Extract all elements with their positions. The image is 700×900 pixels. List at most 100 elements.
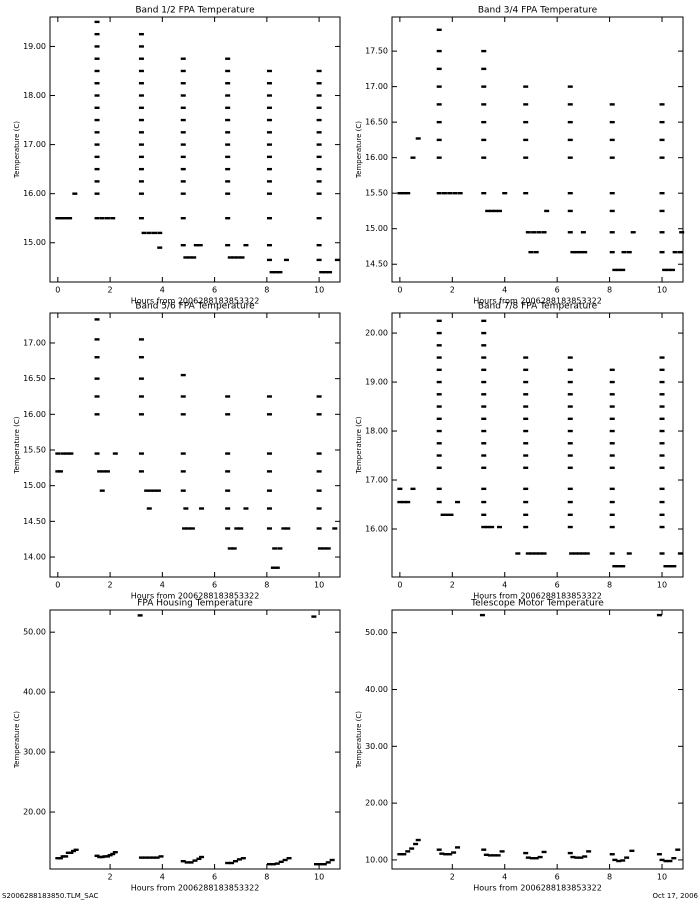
data-point [180, 131, 186, 134]
data-point [612, 858, 618, 862]
data-point [316, 507, 322, 510]
y-tick-label: 17.00 [23, 140, 46, 149]
data-point [138, 155, 144, 159]
data-point [491, 854, 497, 857]
data-point [110, 217, 116, 220]
data-point [574, 250, 580, 254]
y-tick-label: 15.00 [23, 238, 46, 247]
data-point [270, 566, 276, 569]
data-point [316, 192, 322, 195]
data-point [541, 850, 547, 854]
data-point [397, 487, 403, 491]
data-point [609, 466, 615, 469]
data-point [659, 500, 665, 504]
data-point [436, 319, 442, 323]
data-point [316, 155, 322, 159]
data-point [612, 565, 618, 568]
data-point [415, 137, 421, 140]
y-tick-label: 17.50 [365, 47, 388, 56]
data-point [401, 500, 407, 504]
data-point [282, 858, 288, 862]
data-point [616, 565, 622, 568]
data-point [138, 106, 144, 109]
y-tick-label: 18.00 [23, 91, 46, 100]
data-point [227, 256, 233, 259]
data-point [266, 69, 272, 73]
data-point [97, 470, 103, 473]
x-tick-label: 6 [555, 581, 560, 590]
data-point [447, 853, 453, 856]
data-point [436, 380, 442, 384]
y-axis-label: Temperature (C) [355, 416, 363, 474]
data-point [496, 209, 502, 213]
data-point [266, 131, 272, 134]
data-point [266, 143, 272, 146]
y-tick-label: 16.00 [365, 525, 388, 534]
data-point [152, 231, 158, 235]
x-tick-label: 4 [502, 581, 507, 590]
data-point [569, 552, 575, 555]
data-point [225, 470, 231, 473]
data-point [582, 855, 588, 858]
data-point [236, 858, 242, 861]
data-point [659, 429, 665, 433]
data-point [525, 552, 531, 555]
data-point [138, 470, 144, 473]
data-point [523, 851, 529, 855]
data-point [225, 507, 231, 510]
data-point [180, 860, 186, 863]
y-axis-label: Temperature (C) [355, 711, 363, 769]
data-point [567, 138, 573, 142]
data-point [523, 417, 529, 420]
data-point [448, 513, 454, 516]
data-point [138, 131, 144, 134]
data-point [659, 368, 665, 372]
data-point [533, 552, 539, 555]
data-point [523, 466, 529, 469]
data-point [266, 527, 272, 530]
data-point [316, 82, 322, 85]
y-tick-label: 16.00 [365, 153, 388, 162]
data-point [567, 368, 573, 372]
data-point [609, 231, 615, 234]
data-point [266, 155, 272, 159]
data-point [481, 405, 487, 408]
data-point [567, 393, 573, 396]
data-point [138, 45, 144, 48]
data-point [677, 552, 683, 555]
data-point [266, 94, 272, 97]
data-point [659, 552, 665, 555]
data-point [104, 217, 110, 220]
data-point [659, 231, 665, 234]
data-point [481, 331, 487, 335]
x-tick-label: 10 [657, 873, 667, 882]
data-point [659, 380, 665, 384]
data-point [277, 547, 283, 550]
data-point [567, 191, 573, 195]
x-axis-label: Hours from 2006288183853322 [131, 297, 260, 306]
data-point [672, 250, 678, 254]
data-point [180, 106, 186, 109]
data-point [436, 466, 442, 469]
y-tick-label: 16.00 [23, 410, 46, 419]
data-point [138, 180, 144, 183]
data-point [316, 470, 322, 473]
data-point [485, 209, 491, 213]
data-point [436, 191, 442, 195]
data-point [667, 859, 673, 863]
x-tick-label: 8 [264, 581, 269, 590]
data-point [55, 217, 61, 220]
data-point [659, 442, 665, 445]
data-point [97, 855, 103, 859]
data-point [192, 859, 198, 862]
x-tick-label: 2 [450, 581, 455, 590]
data-point [278, 860, 284, 864]
data-point [68, 452, 74, 455]
x-tick-label: 4 [160, 581, 165, 590]
data-point [231, 547, 237, 550]
y-tick-label: 19.00 [23, 42, 46, 51]
data-point [493, 209, 499, 213]
data-point [624, 856, 630, 859]
data-point [138, 82, 144, 85]
data-point [266, 258, 272, 262]
